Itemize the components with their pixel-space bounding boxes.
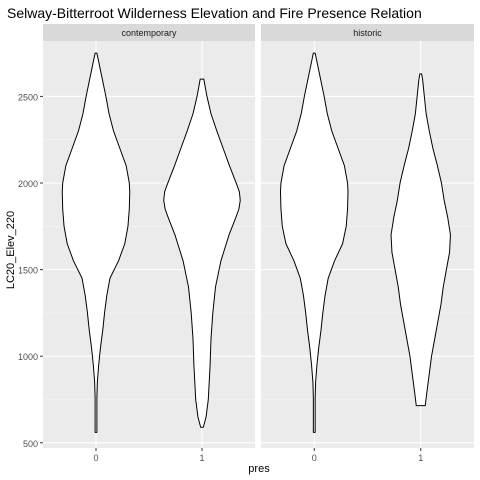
y-tick-label: 500 [23,439,38,449]
facet-panel-contemporary: contemporary 0 1 [43,24,255,463]
facet-strip-label: contemporary [121,28,177,38]
violin-historic-1 [390,73,451,407]
violin-contemporary-0 [61,52,131,433]
y-tick-label: 1500 [18,266,38,276]
y-axis-title: LC20_Elev_220 [5,211,17,289]
x-tick-label: 1 [418,453,423,463]
violin-historic-0 [280,52,349,433]
x-tick-label: 1 [199,453,204,463]
x-tick-label: 0 [312,453,317,463]
y-tick-label: 1000 [18,352,38,362]
x-axis-title: pres [248,463,270,475]
y-tick-label: 2500 [18,92,38,102]
facet-strip [43,24,255,41]
facet-strip [261,24,474,41]
facet-panel-historic: historic 0 1 [261,24,474,463]
x-tick-label: 0 [93,453,98,463]
y-tick-label: 2000 [18,179,38,189]
chart-title: Selway-Bitterroot Wilderness Elevation a… [7,5,422,21]
facet-strip-label: historic [353,28,382,38]
violin-contemporary-1 [163,78,241,428]
